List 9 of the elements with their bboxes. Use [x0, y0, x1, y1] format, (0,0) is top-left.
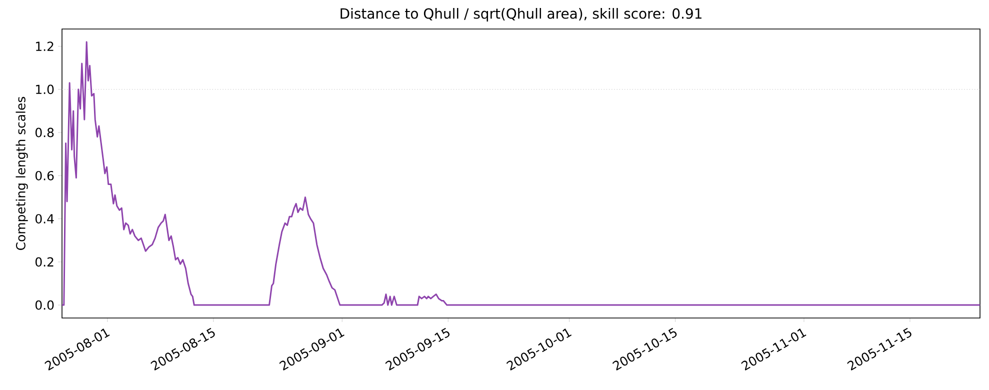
y-tick-label: 0.4 — [36, 214, 54, 224]
y-tick-label: 0.0 — [36, 300, 54, 310]
chart-title: Distance to Qhull / sqrt(Qhull area), skill score: 0.91 — [340, 8, 702, 22]
y-tick-label: 0.8 — [36, 128, 54, 138]
y-axis-title: Competing length scales — [16, 96, 28, 250]
y-tick-label: 0.6 — [36, 170, 54, 180]
y-tick-label: 0.2 — [36, 257, 54, 267]
y-tick-label: 1.2 — [36, 42, 54, 51]
y-tick-label: 1.0 — [36, 84, 54, 94]
